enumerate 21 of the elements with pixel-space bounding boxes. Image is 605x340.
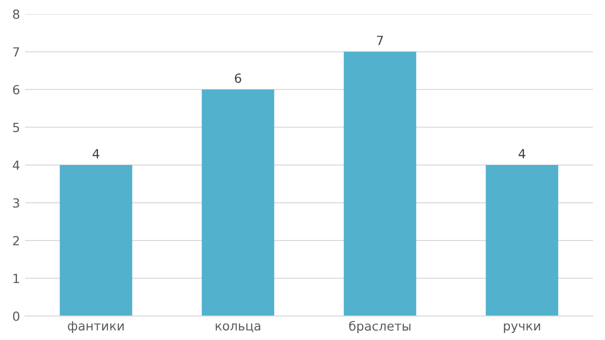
x-tick-label: браслеты (349, 320, 410, 334)
y-tick-label: 5 (13, 122, 20, 132)
bar (60, 165, 132, 316)
bar (344, 52, 416, 316)
data-label: 7 (377, 36, 383, 45)
bar (202, 90, 274, 316)
x-tick-label: фантики (68, 321, 124, 333)
data-label: 4 (92, 149, 100, 158)
y-tick-label: 7 (13, 47, 20, 56)
x-tick-label: кольца (216, 323, 260, 332)
y-tick-label: 4 (12, 160, 20, 170)
y-tick-label: 6 (13, 84, 20, 94)
x-tick-label: ручки (504, 323, 540, 333)
y-tick-label: 8 (13, 9, 20, 19)
data-label: 4 (518, 149, 526, 158)
y-tick-label: 1 (14, 274, 19, 283)
bar (486, 165, 558, 316)
data-label: 6 (234, 73, 242, 83)
y-tick-label: 3 (13, 198, 20, 208)
y-tick-label: 2 (13, 236, 19, 246)
y-tick-label: 0 (13, 311, 20, 321)
